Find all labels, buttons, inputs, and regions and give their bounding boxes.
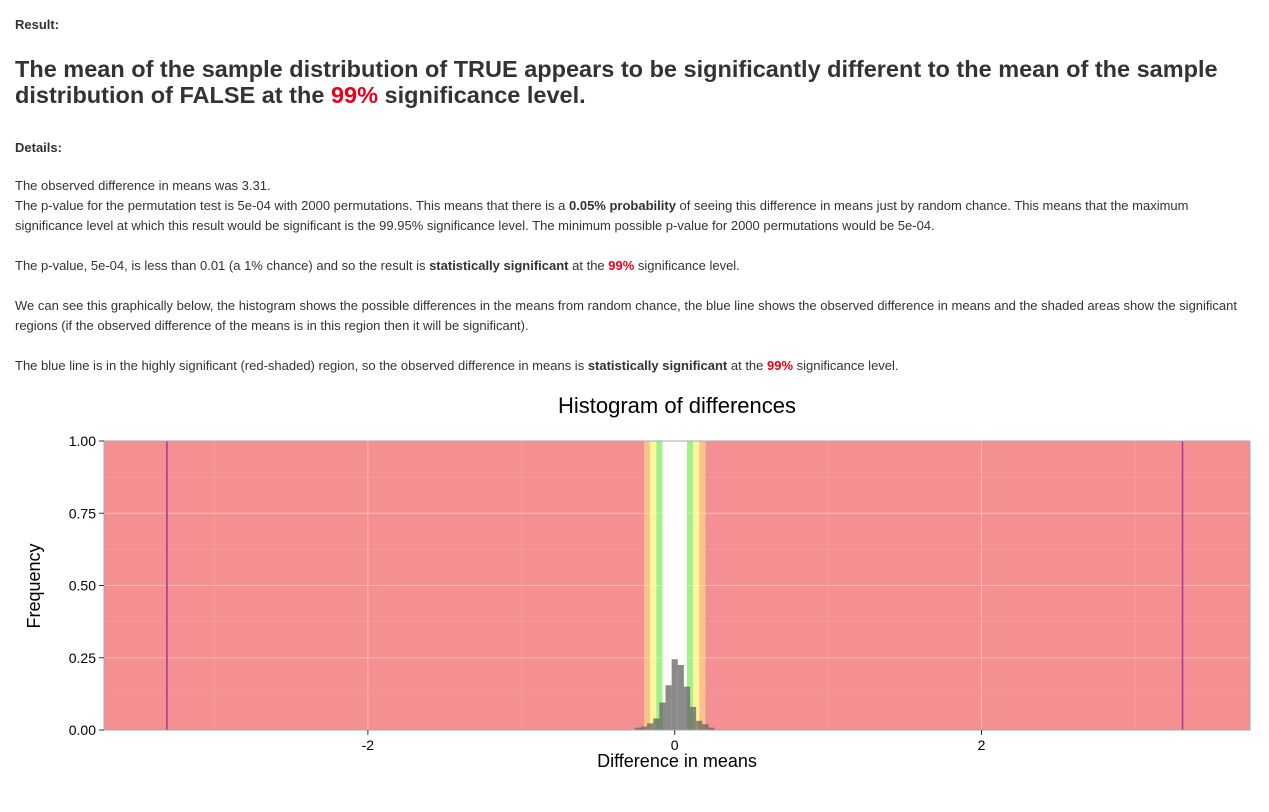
- significance-text-3: significance level.: [634, 258, 740, 273]
- histogram-bar: [702, 724, 709, 730]
- probability-value: 0.05% probability: [569, 198, 676, 213]
- histogram-bars: [634, 659, 715, 730]
- result-headline: The mean of the sample distribution of T…: [15, 56, 1245, 108]
- conclusion-text-2: at the: [727, 358, 767, 373]
- conclusion-text-1: The blue line is in the highly significa…: [15, 358, 588, 373]
- p-value-text-2: of seeing this difference in means just …: [15, 198, 1189, 233]
- histogram-bar: [634, 727, 641, 730]
- histogram-bar: [659, 702, 666, 730]
- region-red: [705, 441, 1250, 730]
- region-yellow: [693, 441, 700, 730]
- headline-text-1: The mean of the sample distribution of T…: [15, 56, 684, 82]
- result-label: Result:: [15, 17, 60, 32]
- y-tick-label: 0.75: [69, 505, 96, 521]
- chart-title: Histogram of differences: [558, 393, 796, 418]
- headline-level: 99%: [330, 82, 378, 108]
- y-tick-label: 0.00: [69, 722, 96, 738]
- x-axis-ticks: -2 0 2: [362, 730, 986, 753]
- histogram-bar: [671, 659, 678, 730]
- region-orange: [644, 441, 651, 730]
- x-tick-label: 0: [671, 737, 679, 753]
- y-tick-label: 0.25: [69, 650, 96, 666]
- observed-difference-text: The observed difference in means was 3.3…: [15, 178, 271, 193]
- y-tick-label: 0.50: [69, 578, 96, 594]
- y-tick-label: 1.00: [69, 433, 96, 449]
- region-yellow: [650, 441, 657, 730]
- headline-text-3: significance level.: [377, 82, 586, 108]
- headline-emphasis: significantly different: [683, 56, 922, 82]
- histogram-bar: [690, 706, 697, 730]
- histogram-bar: [696, 720, 703, 730]
- significance-regions: [104, 441, 1250, 730]
- conclusion-emphasis: statistically significant: [587, 358, 728, 373]
- region-green: [686, 441, 694, 730]
- region-red: [104, 441, 645, 730]
- x-tick-label: -2: [362, 737, 375, 753]
- details-paragraph-observed: The observed difference in means was 3.3…: [15, 176, 1255, 236]
- p-value-text-1: The p-value for the permutation test is …: [15, 198, 569, 213]
- conclusion-level: 99%: [767, 358, 794, 373]
- significance-emphasis: statistically significant: [429, 258, 569, 273]
- conclusion-text-3: significance level.: [793, 358, 899, 373]
- histogram-bar: [683, 686, 691, 730]
- y-axis-label: Frequency: [24, 543, 44, 628]
- histogram-chart: Histogram of differences 0.00 0.25 0.50 0.7…: [24, 393, 1251, 771]
- histogram-bar: [677, 664, 684, 730]
- histogram-bar: [653, 718, 660, 730]
- significance-text-2: at the: [568, 258, 609, 273]
- observed-difference-lines: [166, 441, 1184, 730]
- significance-level: 99%: [608, 258, 635, 273]
- histogram-bar: [647, 723, 654, 730]
- details-paragraph-graph: We can see this graphically below, the h…: [15, 298, 1237, 333]
- histogram-bar: [708, 727, 715, 730]
- headline-text-2: to the mean of the sample distribution o…: [15, 56, 1218, 108]
- significance-text-1: The p-value, 5e-04, is less than 0.01 (a…: [15, 258, 430, 273]
- details-paragraph-conclusion: The blue line is in the highly significa…: [15, 356, 1255, 376]
- x-tick-label: 2: [978, 737, 986, 753]
- histogram-bar: [665, 685, 672, 730]
- details-paragraph-significance: The p-value, 5e-04, is less than 0.01 (a…: [15, 256, 1255, 276]
- y-axis-ticks: 0.00 0.25 0.50 0.75 1.00: [69, 433, 104, 738]
- details-label: Details:: [15, 140, 62, 155]
- region-green: [656, 441, 663, 730]
- region-orange: [699, 441, 706, 730]
- x-axis-label: Difference in means: [597, 751, 757, 771]
- details-section: The observed difference in means was 3.3…: [15, 176, 1255, 396]
- histogram-bar: [640, 726, 648, 730]
